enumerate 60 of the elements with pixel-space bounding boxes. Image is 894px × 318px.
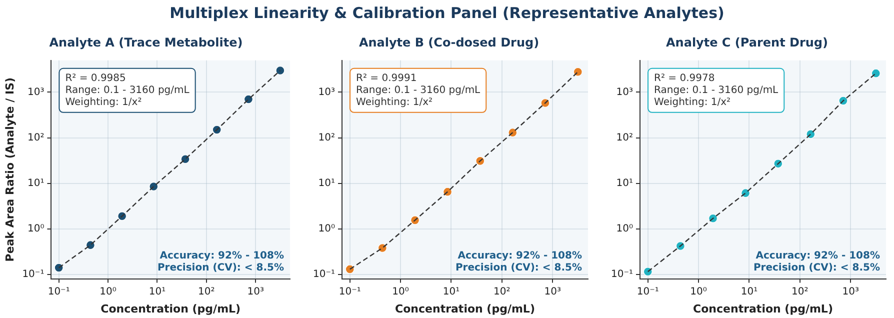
y-tick-label: 10⁰ [27, 223, 44, 234]
y-tick-label: 10¹ [27, 178, 44, 189]
y-tick-label: 10² [318, 132, 336, 144]
annotation: Weighting: 1/x² [65, 96, 142, 108]
x-tick-label: 10² [494, 286, 510, 298]
x-tick-label: 10¹ [740, 286, 758, 298]
y-tick-label: 10³ [318, 86, 336, 98]
y-tick-label: 10⁻¹ [22, 268, 44, 280]
annotation: Accuracy: 92% - 108% [160, 250, 284, 262]
x-tick-label: 10⁻¹ [636, 286, 659, 298]
y-tick-label: 10⁻¹ [610, 268, 634, 280]
y-tick-label: 10⁰ [616, 223, 634, 234]
x-tick-label: 10⁰ [392, 286, 409, 298]
x-tick-label: 10⁻¹ [48, 286, 70, 298]
annotation: Accuracy: 92% - 108% [756, 250, 880, 262]
annotation: Range: 0.1 - 3160 pg/mL [65, 84, 190, 96]
annotation: Precision (CV): < 8.5% [753, 262, 880, 274]
y-tick-label: 10⁻¹ [312, 268, 336, 280]
x-tick-label: 10³ [247, 286, 264, 298]
point [54, 263, 64, 272]
x-tick-label: 10² [198, 286, 215, 298]
annotation: Range: 0.1 - 3160 pg/mL [356, 84, 481, 96]
x-tick-label: 10² [792, 286, 808, 298]
y-axis-title: Peak Area Ratio (Analyte / IS) [3, 77, 16, 262]
annotation: Precision (CV): < 8.5% [455, 262, 582, 274]
y-tick-label: 10² [27, 132, 44, 144]
y-tick-label: 10³ [616, 86, 634, 98]
y-tick-label: 10³ [27, 86, 44, 98]
x-axis-title: Concentration (pg/mL) [693, 302, 833, 316]
y-tick-label: 10¹ [318, 178, 336, 189]
x-tick-label: 10³ [842, 286, 859, 298]
text: Multiplex Linearity & Calibration Panel (Representative Analytes) [168, 4, 726, 22]
point [345, 264, 354, 274]
x-tick-label: 10⁻¹ [338, 286, 361, 298]
x-tick-label: 10³ [544, 286, 561, 298]
y-tick-label: 10⁰ [318, 223, 336, 234]
annotation: Precision (CV): < 8.5% [157, 262, 284, 274]
point [573, 67, 582, 76]
y-tick-label: 10² [616, 132, 634, 144]
chart-title: Analyte A (Trace Metabolite) [49, 35, 243, 50]
chart-title: Analyte C (Parent Drug) [666, 35, 828, 50]
annotation: Weighting: 1/x² [356, 96, 433, 108]
point [643, 267, 652, 276]
x-axis-title: Concentration (pg/mL) [100, 302, 241, 316]
annotation: Accuracy: 92% - 108% [458, 250, 582, 262]
x-tick-label: 10⁰ [690, 286, 707, 298]
annotation: Range: 0.1 - 3160 pg/mL [654, 84, 779, 96]
point [276, 66, 285, 76]
x-axis-title: Concentration (pg/mL) [395, 302, 535, 316]
annotation: Weighting: 1/x² [654, 96, 731, 108]
x-tick-label: 10¹ [442, 286, 460, 298]
annotation: R² = 0.9991 [356, 72, 417, 84]
annotation: R² = 0.9978 [654, 72, 715, 84]
x-tick-label: 10¹ [148, 286, 166, 298]
annotation: R² = 0.9985 [65, 72, 126, 84]
point [212, 125, 222, 134]
chart-title: Analyte B (Co-dosed Drug) [358, 35, 540, 50]
y-tick-label: 10¹ [616, 178, 634, 189]
x-tick-label: 10⁰ [100, 286, 116, 298]
point [871, 68, 880, 78]
